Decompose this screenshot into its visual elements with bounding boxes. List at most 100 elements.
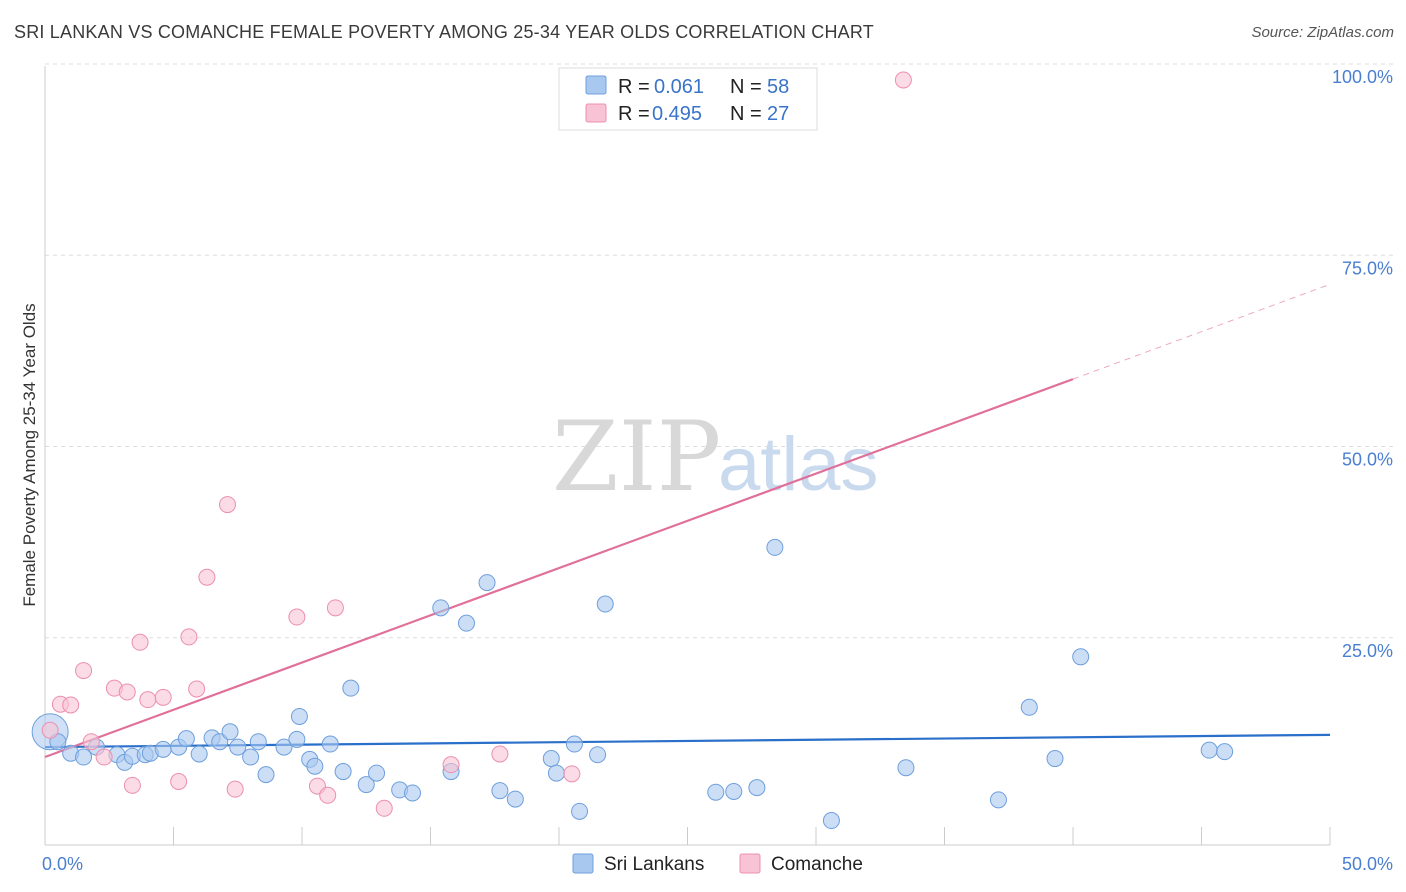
point-sri-lankans [897,759,915,777]
point-sri-lankans [491,782,509,800]
x-tick-label: 50.0% [1342,854,1393,874]
data-points [31,71,1234,830]
point-sri-lankans [725,782,743,800]
point-sri-lankans [154,740,172,758]
point-comanche [326,599,344,617]
y-tick-label: 100.0% [1332,67,1393,87]
point-comanche [226,780,244,798]
point-comanche [218,496,236,514]
point-comanche [139,691,157,709]
point-comanche [131,633,149,651]
point-comanche [41,721,59,739]
point-sri-lankans [221,723,239,741]
point-sri-lankans [211,733,229,751]
point-sri-lankans [589,746,607,764]
point-sri-lankans [190,745,208,763]
point-sri-lankans [565,735,583,753]
point-comanche [82,733,100,751]
point-sri-lankans [478,574,496,592]
watermark-zip: ZIP [552,401,721,513]
point-comanche [288,608,306,626]
bottom-legend-swatch-comanche [739,853,761,874]
point-comanche [180,628,198,646]
point-comanche [319,786,337,804]
point-comanche [95,748,113,766]
point-sri-lankans [547,764,565,782]
watermark: ZIP atlas [552,401,879,513]
trend-lines [44,283,1331,759]
legend-n-label-2: N = [730,103,762,125]
x-tick-label: 0.0% [42,854,83,874]
point-sri-lankans [342,679,360,697]
trend-line-comanche [44,378,1074,759]
legend-n-value-1: 58 [767,76,789,98]
point-sri-lankans [822,812,840,830]
legend-r-value-1: 0.061 [654,76,704,98]
y-tick-label: 25.0% [1342,641,1393,661]
point-sri-lankans [1046,750,1064,768]
point-comanche [188,680,206,698]
point-sri-lankans [290,707,308,725]
point-sri-lankans [542,750,560,768]
point-comanche [563,765,581,783]
bottom-legend: Sri Lankans Comanche [572,853,863,875]
point-sri-lankans [229,738,247,756]
point-sri-lankans [242,748,260,766]
gridlines [45,63,1395,639]
point-sri-lankans [75,748,93,766]
legend-n-value-2: 27 [767,103,789,125]
point-sri-lankans [177,730,195,748]
point-sri-lankans [1200,741,1218,759]
point-comanche [62,696,80,714]
bottom-legend-label-sri-lankans: Sri Lankans [604,854,704,875]
point-sri-lankans [457,614,475,632]
y-axis-title: Female Poverty Among 25-34 Year Olds [20,303,39,606]
point-comanche [375,799,393,817]
point-sri-lankans [275,738,293,756]
point-sri-lankans [357,776,375,794]
point-sri-lankans [1216,743,1234,761]
legend: R = 0.061 N = 58 R = 0.495 N = 27 [558,67,818,131]
point-sri-lankans [321,735,339,753]
point-sri-lankans [748,779,766,797]
point-sri-lankans [288,730,306,748]
legend-swatch-comanche [585,103,607,123]
bottom-legend-label-comanche: Comanche [771,854,863,875]
point-sri-lankans [1020,698,1038,716]
watermark-atlas: atlas [718,422,879,507]
point-sri-lankans [404,784,422,802]
point-sri-lankans [306,757,324,775]
point-sri-lankans [432,599,450,617]
chart-title: SRI LANKAN VS COMANCHE FEMALE POVERTY AM… [14,22,874,42]
source-credit: Source: ZipAtlas.com [1251,24,1394,41]
point-sri-lankans [766,538,784,556]
legend-r-value-2: 0.495 [652,103,702,125]
point-sri-lankans [368,764,386,782]
point-sri-lankans [506,790,524,808]
point-comanche [442,756,460,774]
legend-r-label-2: R = [618,103,650,125]
point-comanche [154,688,172,706]
legend-n-label-1: N = [730,76,762,98]
point-comanche [170,773,188,791]
point-comanche [123,776,141,794]
point-sri-lankans [334,763,352,781]
point-sri-lankans [989,791,1007,809]
bottom-legend-swatch-sri-lankans [572,853,594,874]
y-tick-label: 75.0% [1342,258,1393,278]
point-comanche [894,71,912,89]
point-comanche [198,568,216,586]
point-sri-lankans [596,595,614,613]
point-comanche [491,745,509,763]
legend-r-label-1: R = [618,76,650,98]
point-sri-lankans [1072,648,1090,666]
tick-labels: 100.0% 75.0% 50.0% 25.0% 0.0% 50.0% [42,67,1393,874]
point-comanche [118,683,136,701]
point-sri-lankans [257,766,275,784]
trend-line-comanche-extension [1072,283,1331,380]
point-comanche [75,662,93,680]
y-tick-label: 50.0% [1342,450,1393,470]
point-sri-lankans [707,783,725,801]
point-sri-lankans [571,802,589,820]
